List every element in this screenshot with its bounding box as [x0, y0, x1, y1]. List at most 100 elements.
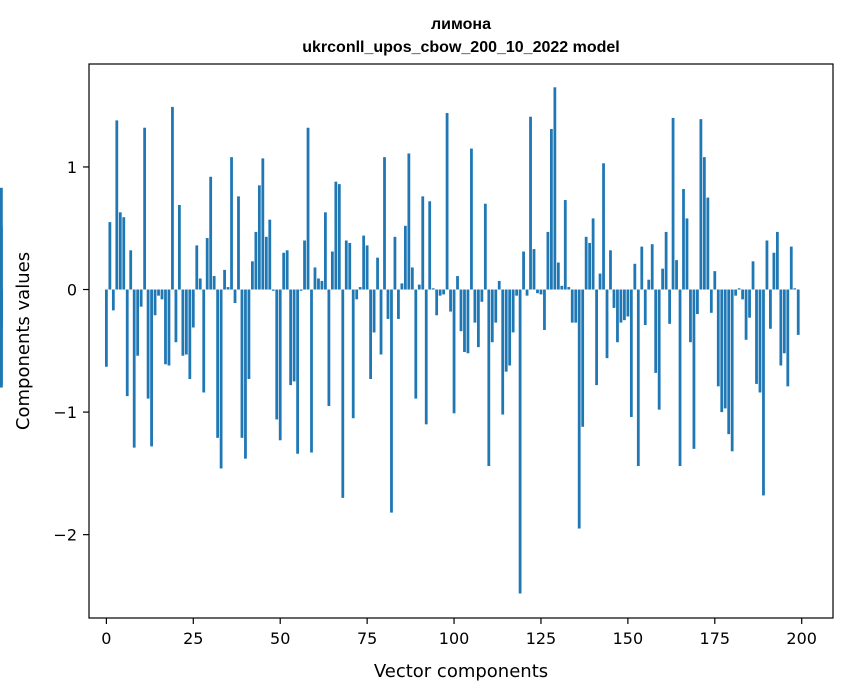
y-tick-label: −2: [53, 526, 77, 545]
bar: [132, 289, 136, 448]
bar: [143, 127, 147, 290]
bar: [581, 289, 585, 427]
y-axis-ticks: −2 −1 0 1: [53, 158, 89, 545]
bar: [480, 289, 484, 302]
chart-title-line2: ukrconll_upos_cbow_200_10_2022 model: [302, 39, 619, 56]
bar: [456, 276, 459, 290]
x-tick-label: 200: [786, 629, 817, 648]
bar: [786, 289, 790, 387]
bar: [741, 289, 744, 300]
bar: [205, 238, 209, 290]
bar: [737, 288, 741, 290]
bar: [324, 212, 327, 290]
bar: [393, 236, 397, 290]
bar: [758, 289, 762, 393]
bar: [518, 289, 522, 594]
bar: [775, 231, 779, 290]
bar: [640, 246, 644, 290]
bar: [574, 289, 578, 323]
bar: [515, 289, 519, 296]
bar: [445, 113, 449, 290]
bar: [341, 289, 345, 498]
bar: [508, 289, 512, 366]
bar: [181, 289, 185, 356]
bar: [650, 244, 654, 290]
x-axis-ticks: 0 25 50 75 100 125 150 175 200: [101, 618, 817, 648]
bar: [470, 148, 473, 290]
chart-title-line1: лимона: [431, 16, 491, 33]
bar: [504, 289, 508, 372]
bar: [219, 289, 223, 469]
bar: [678, 289, 682, 467]
bar: [320, 280, 324, 290]
bar: [184, 289, 188, 355]
x-tick-label: 0: [101, 629, 111, 648]
bar: [591, 218, 595, 290]
bar: [796, 289, 800, 335]
bar: [716, 289, 720, 387]
bar: [146, 289, 150, 399]
bar: [466, 289, 470, 354]
bar: [584, 236, 588, 290]
bar: [442, 289, 446, 295]
bar: [494, 289, 498, 323]
bar: [104, 289, 108, 367]
bar: [178, 204, 181, 290]
bar: [160, 289, 164, 300]
bar: [602, 163, 605, 290]
bar: [636, 289, 640, 467]
bar: [247, 289, 251, 379]
bar: [713, 271, 717, 290]
bar: [362, 235, 366, 290]
bar: [699, 119, 703, 290]
bar: [473, 289, 477, 323]
bar: [212, 276, 216, 290]
bar: [407, 153, 411, 290]
bar: [633, 263, 637, 290]
bar: [668, 289, 671, 324]
bar: [313, 267, 317, 290]
bar: [490, 289, 494, 343]
bar: [452, 289, 456, 414]
bar: [372, 289, 376, 333]
bar: [0, 289, 3, 324]
bar: [748, 289, 751, 318]
x-tick-label: 50: [270, 629, 290, 648]
bar: [654, 289, 658, 373]
bar: [136, 289, 140, 356]
bar: [330, 251, 334, 290]
bar: [125, 289, 129, 397]
bar: [129, 250, 133, 290]
x-tick-label: 100: [439, 629, 470, 648]
y-tick-label: 1: [67, 158, 77, 177]
bar: [563, 200, 567, 290]
bar: [282, 252, 286, 290]
bar: [251, 261, 254, 290]
bar: [720, 289, 724, 413]
bar: [734, 289, 738, 296]
x-tick-label: 125: [526, 629, 557, 648]
bar: [174, 289, 178, 343]
bar: [355, 289, 359, 300]
bar: [616, 289, 619, 343]
bar: [327, 289, 331, 406]
bar: [299, 289, 303, 291]
bar: [522, 251, 525, 290]
bar: [153, 289, 157, 316]
bar: [403, 225, 407, 290]
x-tick-label: 75: [357, 629, 377, 648]
bar: [275, 289, 279, 420]
bar: [643, 289, 647, 326]
bar: [202, 289, 206, 393]
bar: [115, 120, 119, 290]
bar: [369, 289, 372, 379]
bar: [463, 289, 466, 353]
bar: [226, 287, 230, 290]
bar: [647, 279, 651, 290]
bar: [556, 262, 560, 290]
bar: [598, 273, 602, 290]
x-axis-label: Vector components: [374, 661, 548, 682]
bar: [689, 289, 692, 343]
bar: [379, 289, 383, 355]
x-tick-label: 25: [183, 629, 203, 648]
